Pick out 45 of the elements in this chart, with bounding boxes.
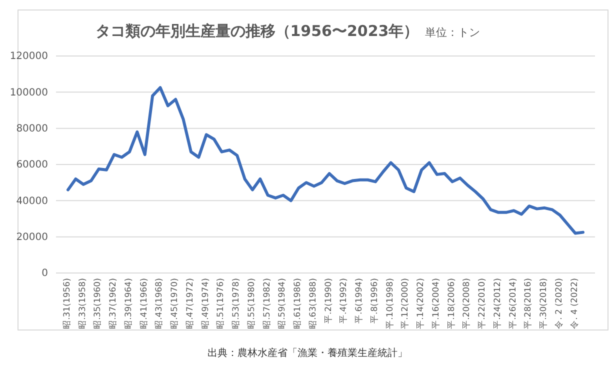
x-tick-label: 平.18(2006) bbox=[446, 278, 457, 329]
x-tick-label: 平.6(1994) bbox=[354, 278, 365, 324]
x-tick-label: 昭.51(1976) bbox=[215, 278, 226, 329]
x-tick-label: 平.16(2004) bbox=[431, 278, 442, 329]
x-tick-label: 昭.39(1964) bbox=[122, 278, 134, 329]
x-tick-label: 平.22(2010) bbox=[478, 278, 488, 329]
x-tick-label: 平.20(2008) bbox=[462, 278, 472, 329]
x-tick-label: 昭.57(1982) bbox=[261, 278, 272, 329]
x-tick-label: 昭.45(1970) bbox=[169, 278, 180, 329]
x-tick-label: 平.30(2018) bbox=[539, 278, 550, 329]
x-tick-label: 平.28(2016) bbox=[524, 278, 534, 329]
x-tick-label: 昭.55(1980) bbox=[246, 278, 257, 329]
x-tick-label: 昭.49(1974) bbox=[200, 278, 211, 329]
chart-title: タコ類の年別生産量の推移（1956〜2023年） bbox=[95, 22, 419, 40]
x-tick-label: 平.2(1990) bbox=[324, 278, 334, 324]
line-series bbox=[66, 86, 584, 235]
chart-subtitle: 単位：トン bbox=[424, 26, 480, 39]
x-tick-label: 昭.61(1986) bbox=[292, 278, 304, 329]
x-tick-label: 昭.35(1960) bbox=[92, 278, 104, 329]
source-note: 出典：農林水産省「漁業・養殖業生産統計」 bbox=[208, 347, 408, 359]
x-tick-label: 平.14(2002) bbox=[416, 278, 426, 329]
x-tick-label: 昭.41(1966) bbox=[138, 278, 150, 329]
x-tick-label: 昭.53(1978) bbox=[230, 278, 242, 329]
x-tick-label: 平.8(1996) bbox=[370, 278, 380, 324]
y-tick-label: 80000 bbox=[16, 124, 48, 135]
x-tick-label: 昭.59(1984) bbox=[276, 278, 288, 329]
y-tick-label: 40000 bbox=[16, 196, 48, 207]
x-tick-label: 昭.63(1988) bbox=[307, 278, 318, 329]
x-tick-label: 昭.47(1972) bbox=[184, 278, 196, 329]
y-tick-label: 0 bbox=[42, 268, 48, 280]
x-tick-label: 平.12(2000) bbox=[400, 278, 411, 329]
y-tick-label: 100000 bbox=[10, 87, 48, 98]
x-tick-label: 平.24(2012) bbox=[492, 278, 503, 329]
x-tick-label: 昭.37(1962) bbox=[108, 278, 119, 329]
y-tick-label: 20000 bbox=[16, 232, 48, 244]
y-tick-label: 120000 bbox=[10, 51, 48, 62]
x-tick-label: 令. 2 (2020) bbox=[553, 278, 564, 329]
x-tick-label: 平.26(2014) bbox=[508, 278, 518, 329]
x-tick-label: 令. 4 (2022) bbox=[568, 278, 580, 329]
x-tick-label: 平.10(1998) bbox=[385, 278, 396, 329]
x-tick-label: 昭.31(1956) bbox=[61, 278, 72, 329]
x-tick-label: 昭.33(1958) bbox=[76, 278, 88, 329]
x-tick-label: 平.4(1992) bbox=[339, 278, 350, 324]
y-tick-label: 60000 bbox=[16, 160, 48, 171]
x-tick-label: 昭.43(1968) bbox=[154, 278, 165, 329]
